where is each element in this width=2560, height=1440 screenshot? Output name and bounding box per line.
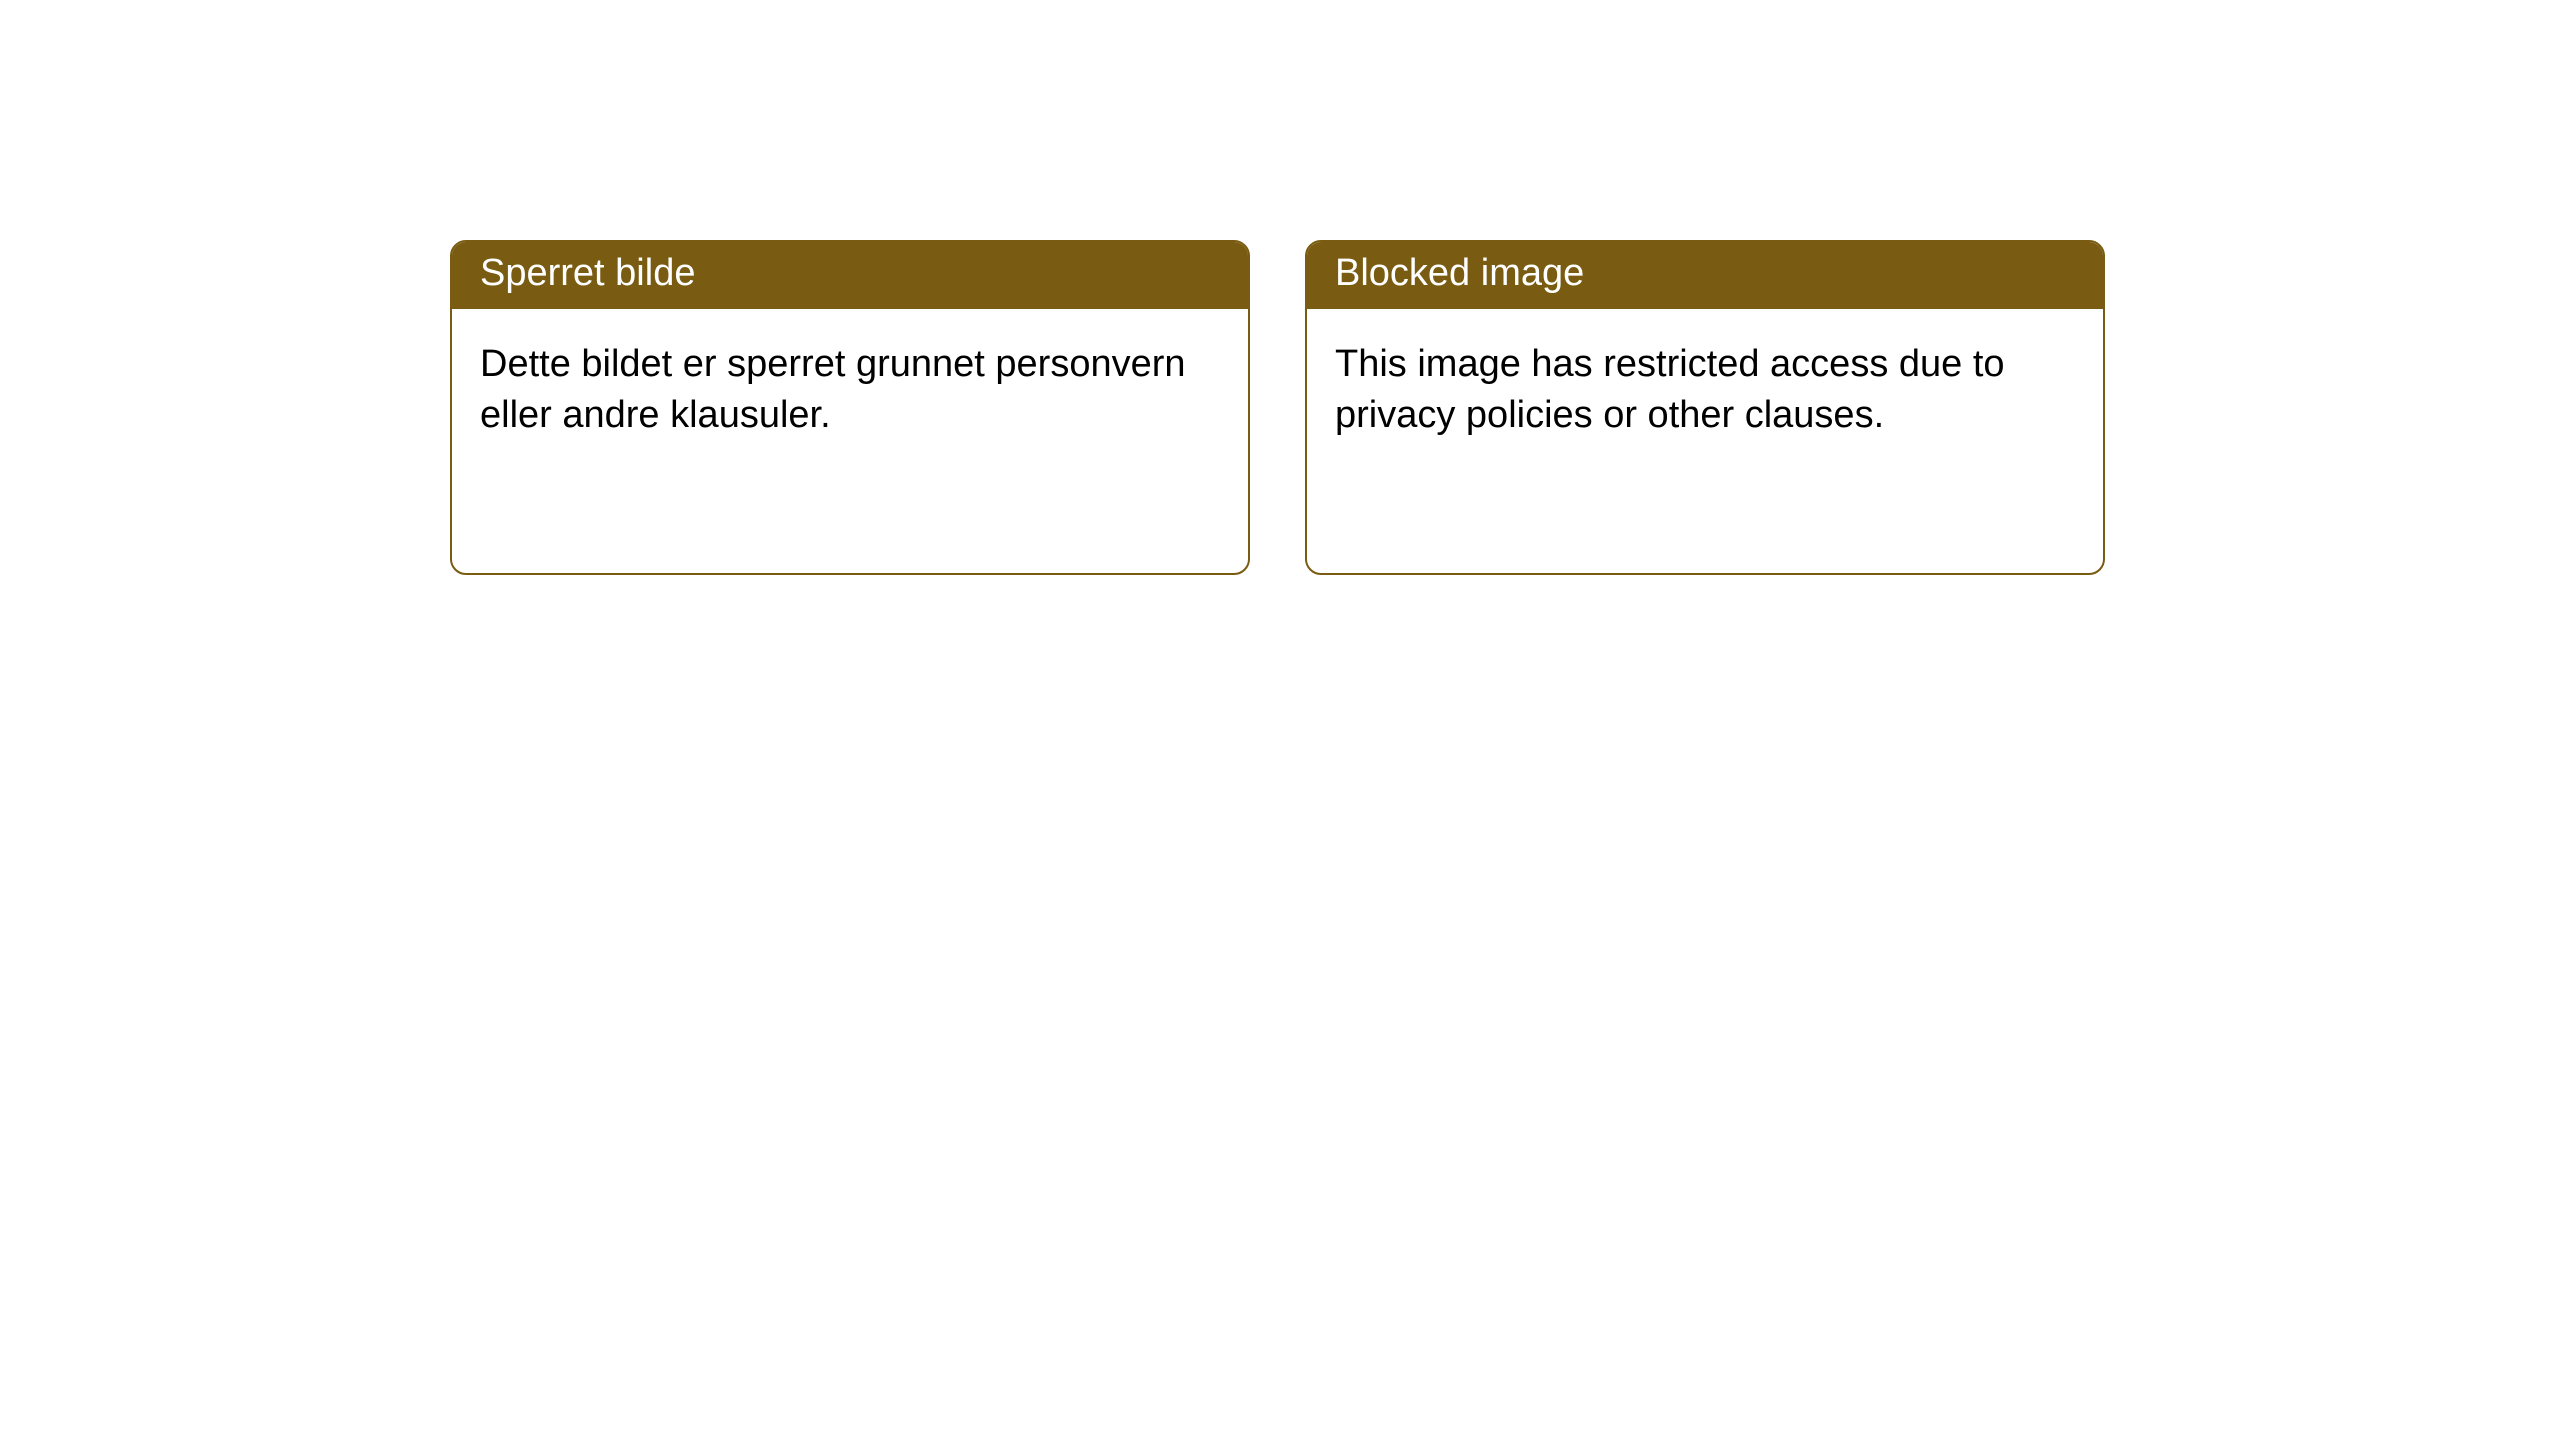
card-header: Sperret bilde <box>452 242 1248 309</box>
card-title: Sperret bilde <box>480 252 695 294</box>
card-title: Blocked image <box>1335 252 1584 294</box>
card-body-text: Dette bildet er sperret grunnet personve… <box>480 343 1186 436</box>
notice-card-norwegian: Sperret bilde Dette bildet er sperret gr… <box>450 240 1250 575</box>
card-body: Dette bildet er sperret grunnet personve… <box>452 309 1248 472</box>
card-body: This image has restricted access due to … <box>1307 309 2103 472</box>
card-header: Blocked image <box>1307 242 2103 309</box>
card-body-text: This image has restricted access due to … <box>1335 343 2005 436</box>
notice-cards-container: Sperret bilde Dette bildet er sperret gr… <box>0 0 2560 575</box>
notice-card-english: Blocked image This image has restricted … <box>1305 240 2105 575</box>
